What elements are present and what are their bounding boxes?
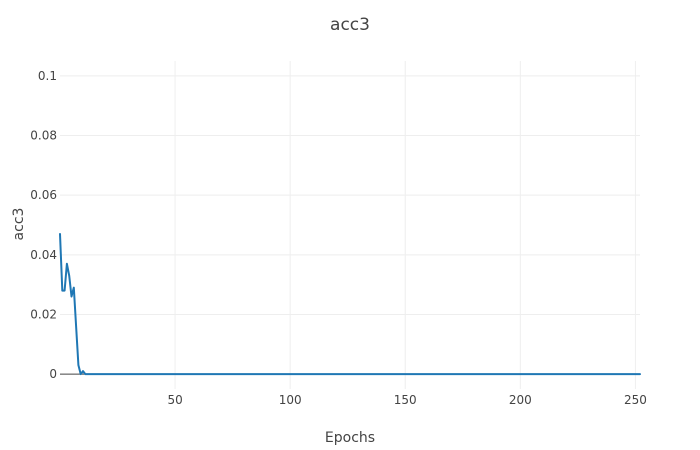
y-tick-label: 0.06 [30,188,57,202]
y-tick-label: 0 [49,367,57,381]
y-tick-label: 0.02 [30,307,57,321]
y-tick-label: 0.1 [38,69,57,83]
series-line-0 [59,232,641,376]
x-tick-label: 150 [394,393,417,407]
x-tick-label: 50 [167,393,182,407]
axis-layer: 50 100 150 200 250 0 0.02 0.04 0.06 0.08 0.1 [30,69,647,407]
y-axis-title: acc3 [11,208,27,241]
x-tick-label: 200 [509,393,532,407]
x-axis-title: Epochs [325,430,375,446]
series-layer [59,232,641,376]
grid-layer [60,61,640,389]
y-tick-label: 0.08 [30,129,57,143]
x-tick-label: 250 [624,393,647,407]
chart-title: acc3 [330,15,370,35]
y-tick-label: 0.04 [30,248,57,262]
x-tick-label: 100 [279,393,302,407]
